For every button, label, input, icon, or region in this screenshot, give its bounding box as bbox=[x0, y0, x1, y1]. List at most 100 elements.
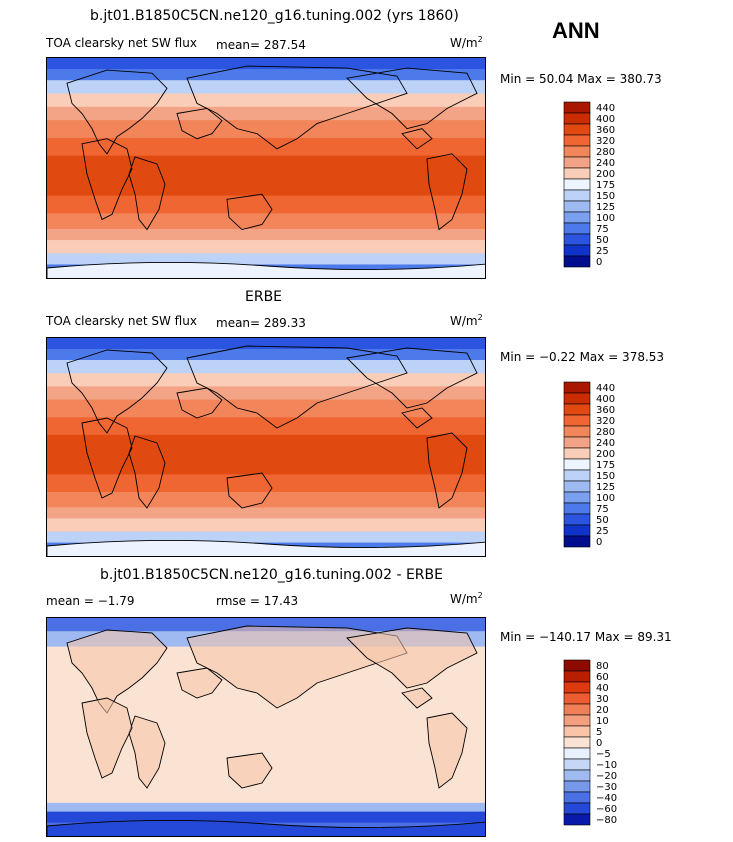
colorbar-tick-label: 175 bbox=[596, 460, 615, 471]
panel3-units-base: W/m bbox=[450, 592, 478, 606]
colorbar-tick-label: 60 bbox=[596, 672, 609, 683]
latitude-band bbox=[47, 80, 485, 95]
colorbar-tick-label: 75 bbox=[596, 504, 609, 515]
colorbar-box bbox=[563, 145, 591, 158]
colorbar-box bbox=[563, 502, 591, 515]
colorbar-box bbox=[563, 480, 591, 493]
panel3-map bbox=[46, 617, 486, 837]
colorbar-box bbox=[563, 436, 591, 449]
colorbar-box bbox=[563, 758, 591, 771]
panel1-variable: TOA clearsky net SW flux bbox=[46, 36, 197, 50]
colorbar-box bbox=[563, 112, 591, 125]
colorbar-box bbox=[563, 123, 591, 136]
panel1-map bbox=[46, 57, 486, 279]
continent-outline bbox=[66, 69, 168, 155]
colorbar-box bbox=[563, 692, 591, 705]
latitude-band bbox=[47, 373, 485, 387]
continent-outline bbox=[186, 345, 408, 429]
continent-outline bbox=[186, 625, 408, 709]
latitude-band bbox=[47, 106, 485, 121]
latitude-band bbox=[47, 240, 485, 254]
colorbar-tick-label: 150 bbox=[596, 471, 615, 482]
colorbar-tick-label: 50 bbox=[596, 235, 609, 246]
colorbar-tick-label: 0 bbox=[596, 257, 602, 268]
colorbar-tick-label: −30 bbox=[596, 782, 617, 793]
colorbar-tick-label: 125 bbox=[596, 202, 615, 213]
colorbar-tick-label: 440 bbox=[596, 383, 615, 394]
latitude-band bbox=[47, 802, 485, 813]
colorbar-box bbox=[563, 670, 591, 683]
colorbar-box bbox=[563, 403, 591, 416]
colorbar-tick-label: 40 bbox=[596, 683, 609, 694]
latitude-band bbox=[47, 338, 485, 350]
colorbar-box bbox=[563, 769, 591, 782]
panel2-minmax: Min = −0.22 Max = 378.53 bbox=[500, 350, 665, 364]
colorbar-tick-label: 280 bbox=[596, 147, 615, 158]
latitude-band bbox=[47, 155, 485, 181]
colorbar-box bbox=[563, 659, 591, 672]
panel1-units-exp: 2 bbox=[477, 35, 483, 44]
panel2-title: ERBE bbox=[245, 289, 283, 305]
panel3-units-exp: 2 bbox=[477, 591, 483, 600]
colorbar-box bbox=[563, 791, 591, 804]
panel3-title: b.jt01.B1850C5CN.ne120_g16.tuning.002 - … bbox=[100, 567, 443, 583]
latitude-band bbox=[47, 349, 485, 361]
panel3-minmax: Min = −140.17 Max = 89.31 bbox=[500, 630, 672, 644]
colorbar-tick-label: 400 bbox=[596, 394, 615, 405]
latitude-band bbox=[47, 137, 485, 157]
colorbar-tick-label: 200 bbox=[596, 449, 615, 460]
latitude-band bbox=[47, 492, 485, 508]
colorbar-tick-label: 320 bbox=[596, 136, 615, 147]
latitude-band bbox=[47, 434, 485, 460]
continent-outline bbox=[81, 417, 133, 499]
latitude-band bbox=[47, 618, 485, 632]
colorbar-box bbox=[563, 447, 591, 460]
latitude-band bbox=[47, 195, 485, 214]
colorbar-box bbox=[563, 381, 591, 394]
panel1-units: W/m2 bbox=[450, 35, 483, 50]
colorbar-box bbox=[563, 780, 591, 793]
panel2-mean: mean= 289.33 bbox=[216, 316, 306, 330]
colorbar-box bbox=[563, 714, 591, 727]
colorbar-box bbox=[563, 101, 591, 114]
season-label: ANN bbox=[552, 18, 600, 43]
colorbar-box bbox=[563, 681, 591, 694]
colorbar-box bbox=[563, 222, 591, 235]
colorbar-tick-label: 80 bbox=[596, 661, 609, 672]
colorbar-box bbox=[563, 156, 591, 169]
colorbar-tick-label: 320 bbox=[596, 416, 615, 427]
colorbar-box bbox=[563, 200, 591, 213]
colorbar-tick-label: −60 bbox=[596, 804, 617, 815]
colorbar-box bbox=[563, 703, 591, 716]
colorbar-tick-label: 30 bbox=[596, 694, 609, 705]
continent-outline bbox=[426, 712, 468, 789]
panel1-units-base: W/m bbox=[450, 36, 478, 50]
panel2-units-base: W/m bbox=[450, 314, 478, 328]
colorbar-box bbox=[563, 813, 591, 826]
continent-outline bbox=[128, 715, 166, 789]
panel3-colorbar: 80 60 40 30 20 10 5 0 −5 −10 −20 −30 −40 −60 −80 bbox=[562, 658, 662, 834]
continent-outline bbox=[346, 627, 478, 689]
continent-outline bbox=[66, 629, 168, 714]
colorbar-tick-label: 360 bbox=[596, 405, 615, 416]
panel1-title: b.jt01.B1850C5CN.ne120_g16.tuning.002 (y… bbox=[90, 8, 459, 24]
continent-outline bbox=[186, 65, 408, 150]
colorbar-box bbox=[563, 524, 591, 537]
colorbar-tick-label: 20 bbox=[596, 705, 609, 716]
colorbar-box bbox=[563, 414, 591, 427]
colorbar-tick-label: 75 bbox=[596, 224, 609, 235]
colorbar-tick-label: −5 bbox=[596, 749, 611, 760]
colorbar-box bbox=[563, 425, 591, 438]
colorbar-tick-label: 5 bbox=[596, 727, 602, 738]
continent-outline bbox=[226, 752, 273, 789]
antarctica-outline bbox=[47, 262, 485, 278]
continent-outline bbox=[226, 193, 273, 231]
latitude-band bbox=[47, 228, 485, 241]
colorbar-tick-label: 150 bbox=[596, 191, 615, 202]
colorbar-box bbox=[563, 747, 591, 760]
latitude-band bbox=[47, 180, 485, 197]
continent-outline bbox=[128, 156, 166, 231]
colorbar-tick-label: 240 bbox=[596, 158, 615, 169]
panel1-mean: mean= 287.54 bbox=[216, 38, 306, 52]
continent-outline bbox=[128, 435, 166, 509]
